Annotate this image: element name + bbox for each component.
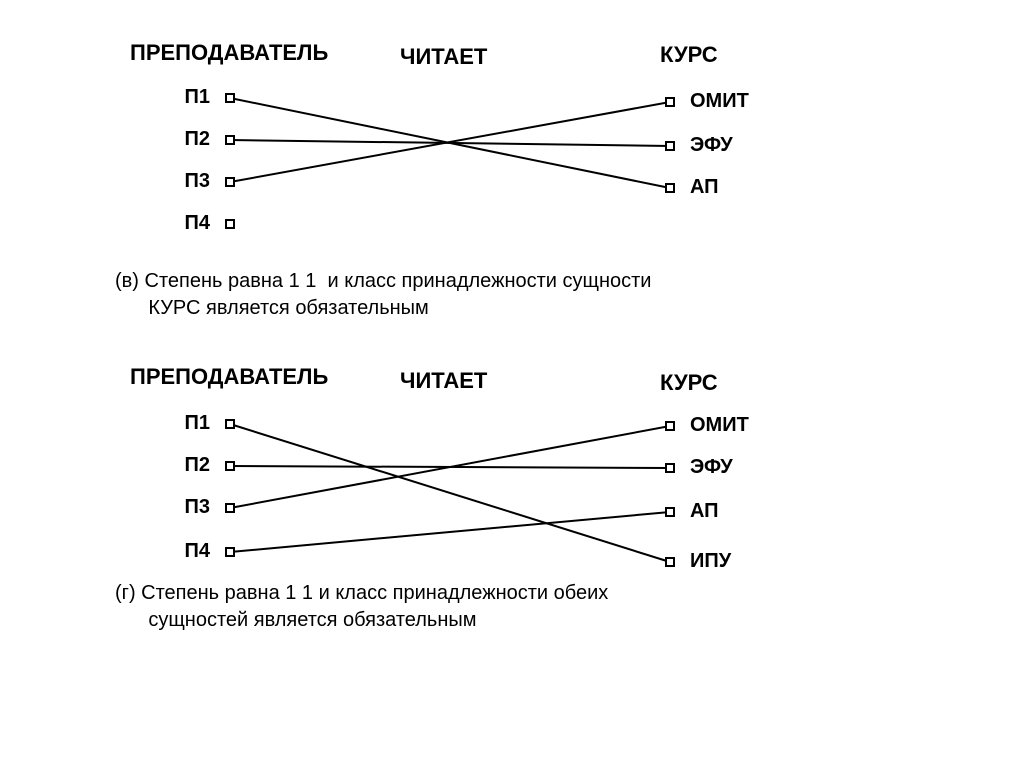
- diagram-a-left-label-3: П3: [0, 170, 210, 193]
- diagram-b-left-label-1: П1: [0, 412, 210, 435]
- edge: [230, 102, 670, 182]
- diagram-b-header-right: КУРС: [660, 370, 718, 396]
- diagram-b-right-label-1: ОМИТ: [690, 414, 749, 437]
- node-marker: [666, 184, 674, 192]
- diagram-a-right-label-2: ЭФУ: [690, 134, 733, 157]
- diagram-b-header-middle: ЧИТАЕТ: [400, 368, 487, 394]
- diagram-a-header-right: КУРС: [660, 42, 718, 68]
- diagram-a-caption: (в) Степень равна 1 1 и класс принадлежн…: [115, 268, 651, 322]
- diagram-a-left-label-2: П2: [0, 128, 210, 151]
- edge: [230, 424, 670, 562]
- diagram-b-left-label-2: П2: [0, 454, 210, 477]
- node-marker: [226, 178, 234, 186]
- node-marker: [226, 136, 234, 144]
- diagram-a-header-middle: ЧИТАЕТ: [400, 44, 487, 70]
- diagram-b-left-label-3: П3: [0, 496, 210, 519]
- node-marker: [226, 504, 234, 512]
- diagram-a-right-label-3: АП: [690, 176, 719, 199]
- node-marker: [226, 462, 234, 470]
- edge: [230, 140, 670, 146]
- node-marker: [666, 558, 674, 566]
- diagram-a-right-label-1: ОМИТ: [690, 90, 749, 113]
- node-marker: [226, 94, 234, 102]
- diagram-b-caption: (г) Степень равна 1 1 и класс принадлежн…: [115, 580, 608, 634]
- node-marker: [666, 464, 674, 472]
- diagram-b-right-label-4: ИПУ: [690, 550, 731, 573]
- node-marker: [666, 142, 674, 150]
- diagram-a-left-label-1: П1: [0, 86, 210, 109]
- node-marker: [666, 422, 674, 430]
- node-marker: [226, 420, 234, 428]
- page: ПРЕПОДАВАТЕЛЬ ЧИТАЕТ КУРС П1 П2 П3 П4 ОМ…: [0, 0, 1024, 768]
- node-marker: [666, 98, 674, 106]
- edge: [230, 98, 670, 188]
- diagram-a-left-label-4: П4: [0, 212, 210, 235]
- edge: [230, 426, 670, 508]
- diagram-b-left-label-4: П4: [0, 540, 210, 563]
- diagram-a-header-left: ПРЕПОДАВАТЕЛЬ: [130, 40, 328, 66]
- node-marker: [226, 548, 234, 556]
- diagram-b-right-label-2: ЭФУ: [690, 456, 733, 479]
- node-marker: [226, 220, 234, 228]
- diagram-b-header-left: ПРЕПОДАВАТЕЛЬ: [130, 364, 328, 390]
- diagram-b-right-label-3: АП: [690, 500, 719, 523]
- edge: [230, 512, 670, 552]
- node-marker: [666, 508, 674, 516]
- edge: [230, 466, 670, 468]
